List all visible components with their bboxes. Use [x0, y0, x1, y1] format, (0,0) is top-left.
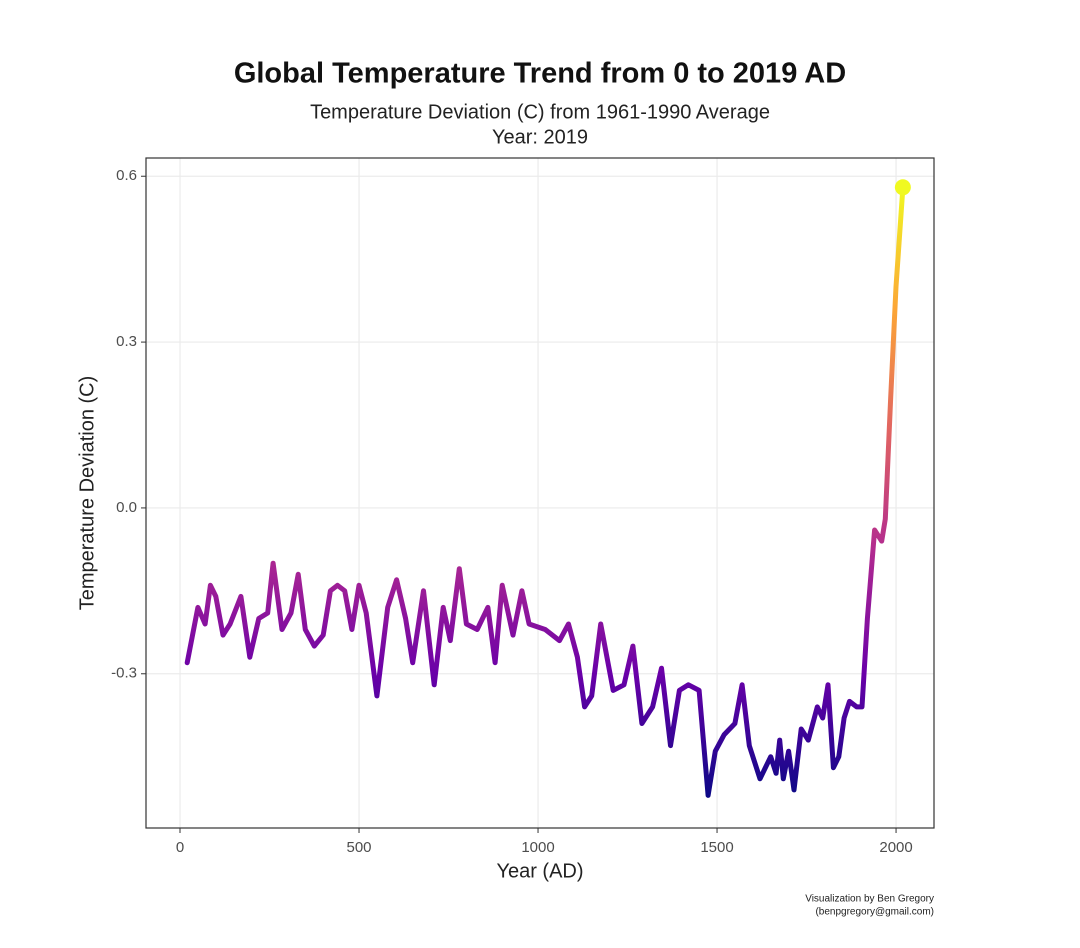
- caption: Visualization by Ben Gregory: [805, 894, 934, 905]
- x-tick-label: 500: [347, 839, 372, 856]
- current-point: [894, 179, 911, 196]
- y-tick-label: 0.6: [116, 167, 137, 184]
- y-axis-label: Temperature Deviation (C): [76, 376, 98, 611]
- x-axis-label: Year (AD): [496, 860, 583, 882]
- plot-background: [146, 158, 934, 828]
- plot-border: [145, 157, 935, 829]
- y-tick-label: 0.3: [116, 333, 137, 350]
- temperature-line: [184, 184, 906, 798]
- chart-title: Global Temperature Trend from 0 to 2019 …: [234, 58, 846, 90]
- x-tick-label: 1500: [700, 839, 733, 856]
- caption: (benpgregory@gmail.com): [815, 907, 934, 918]
- chart-subtitle: Temperature Deviation (C) from 1961-1990…: [310, 101, 770, 123]
- x-tick-label: 2000: [879, 839, 912, 856]
- y-tick-label: -0.3: [111, 665, 137, 682]
- y-tick-label: 0.0: [116, 499, 137, 516]
- x-tick-label: 1000: [521, 839, 554, 856]
- x-tick-label: 0: [176, 839, 184, 856]
- chart-subtitle: Year: 2019: [492, 126, 588, 148]
